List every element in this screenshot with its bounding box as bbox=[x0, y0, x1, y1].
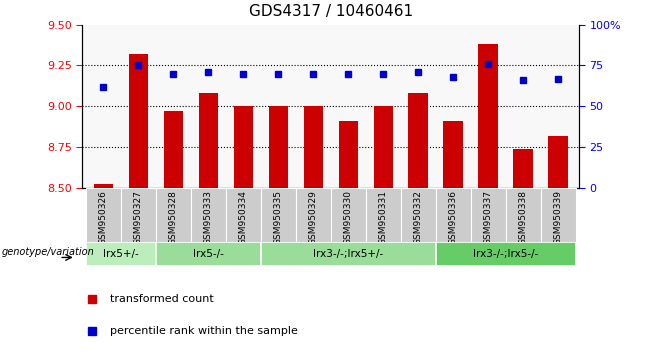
Text: GSM950336: GSM950336 bbox=[449, 190, 457, 245]
Text: GSM950331: GSM950331 bbox=[378, 190, 388, 245]
Text: GSM950337: GSM950337 bbox=[484, 190, 493, 245]
Bar bbox=[234, 106, 253, 188]
Bar bbox=[338, 121, 358, 188]
Bar bbox=[548, 136, 568, 188]
Text: lrx3-/-;lrx5-/-: lrx3-/-;lrx5-/- bbox=[473, 249, 538, 259]
Bar bbox=[374, 106, 393, 188]
Bar bbox=[261, 242, 436, 266]
Text: GSM950328: GSM950328 bbox=[168, 190, 178, 245]
Bar bbox=[295, 188, 330, 242]
Bar bbox=[93, 184, 113, 188]
Bar bbox=[261, 188, 295, 242]
Text: lrx3-/-;lrx5+/-: lrx3-/-;lrx5+/- bbox=[313, 249, 383, 259]
Bar bbox=[470, 188, 505, 242]
Bar bbox=[513, 149, 533, 188]
Bar bbox=[120, 188, 156, 242]
Bar bbox=[199, 93, 218, 188]
Bar bbox=[164, 111, 183, 188]
Bar bbox=[268, 106, 288, 188]
Bar bbox=[303, 106, 323, 188]
Text: GSM950327: GSM950327 bbox=[134, 190, 143, 245]
Text: lrx5+/-: lrx5+/- bbox=[103, 249, 139, 259]
Text: GSM950338: GSM950338 bbox=[519, 190, 528, 245]
Bar bbox=[436, 242, 576, 266]
Text: lrx5-/-: lrx5-/- bbox=[193, 249, 224, 259]
Text: GSM950330: GSM950330 bbox=[343, 190, 353, 245]
Bar bbox=[401, 188, 436, 242]
Bar bbox=[478, 44, 497, 188]
Text: genotype/variation: genotype/variation bbox=[1, 247, 94, 257]
Bar bbox=[226, 188, 261, 242]
Text: percentile rank within the sample: percentile rank within the sample bbox=[110, 326, 297, 336]
Text: GSM950326: GSM950326 bbox=[99, 190, 108, 245]
Bar bbox=[443, 121, 463, 188]
Title: GDS4317 / 10460461: GDS4317 / 10460461 bbox=[249, 5, 413, 19]
Text: GSM950339: GSM950339 bbox=[553, 190, 563, 245]
Text: GSM950333: GSM950333 bbox=[204, 190, 213, 245]
Bar bbox=[366, 188, 401, 242]
Bar bbox=[409, 93, 428, 188]
Bar bbox=[330, 188, 366, 242]
Bar bbox=[541, 188, 576, 242]
Bar bbox=[128, 54, 148, 188]
Bar bbox=[436, 188, 470, 242]
Bar bbox=[86, 242, 156, 266]
Text: GSM950332: GSM950332 bbox=[414, 190, 422, 245]
Bar bbox=[191, 188, 226, 242]
Text: GSM950329: GSM950329 bbox=[309, 190, 318, 245]
Bar bbox=[86, 188, 120, 242]
Bar bbox=[156, 242, 261, 266]
Bar bbox=[505, 188, 541, 242]
Bar bbox=[156, 188, 191, 242]
Text: GSM950335: GSM950335 bbox=[274, 190, 283, 245]
Text: GSM950334: GSM950334 bbox=[239, 190, 247, 245]
Text: transformed count: transformed count bbox=[110, 294, 213, 304]
